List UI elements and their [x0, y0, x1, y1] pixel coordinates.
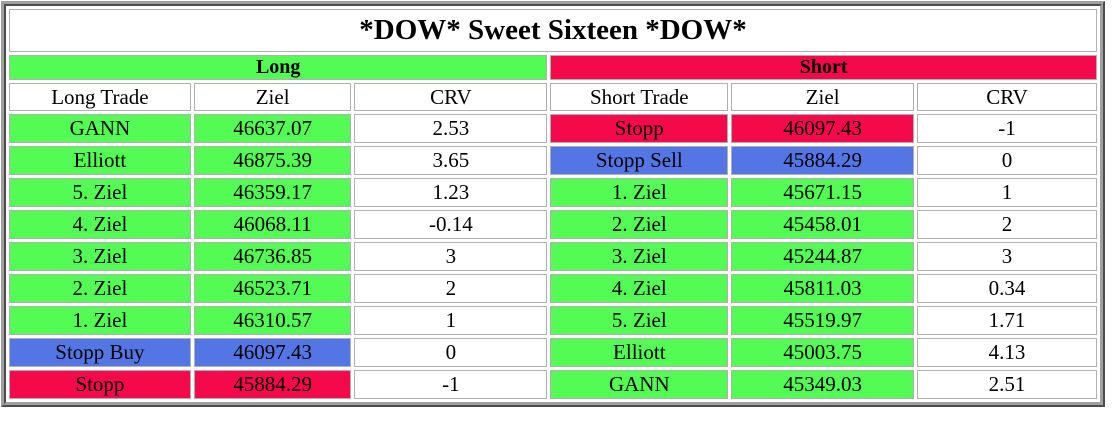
long-crv-cell: 2: [354, 274, 548, 303]
short-crv-cell: 1.71: [917, 306, 1097, 335]
short-crv-column-header: CRV: [917, 83, 1097, 111]
short-ziel-cell: 45519.97: [731, 306, 915, 335]
long-ziel-cell: 46637.07: [193, 114, 352, 143]
long-crv-cell: 2.53: [354, 114, 548, 143]
short-ziel-cell: 45671.15: [731, 178, 915, 207]
short-crv-cell: -1: [917, 114, 1097, 143]
long-crv-cell: 1.23: [354, 178, 548, 207]
table-row: Stopp Buy 46097.43 0 Elliott 45003.75 4.13: [9, 338, 1097, 367]
long-crv-column-header: CRV: [354, 83, 548, 111]
long-crv-cell: 0: [354, 338, 548, 367]
section-header-row: Long Short: [9, 55, 1097, 80]
short-crv-cell: 3: [917, 242, 1097, 271]
short-crv-cell: 2: [917, 210, 1097, 239]
short-crv-cell: 4.13: [917, 338, 1097, 367]
table-row: 2. Ziel 46523.71 2 4. Ziel 45811.03 0.34: [9, 274, 1097, 303]
short-ziel-cell: 45458.01: [731, 210, 915, 239]
short-ziel-cell: 45884.29: [731, 146, 915, 175]
short-crv-cell: 0.34: [917, 274, 1097, 303]
short-ziel-cell: 45244.87: [731, 242, 915, 271]
short-crv-cell: 1: [917, 178, 1097, 207]
long-crv-cell: -1: [354, 370, 548, 399]
long-ziel-cell: 46068.11: [193, 210, 352, 239]
table-row: Elliott 46875.39 3.65 Stopp Sell 45884.29 0: [9, 146, 1097, 175]
short-trade-cell: 5. Ziel: [550, 306, 729, 335]
table-row: GANN 46637.07 2.53 Stopp 46097.43 -1: [9, 114, 1097, 143]
long-crv-cell: 1: [354, 306, 548, 335]
short-trade-cell: 4. Ziel: [550, 274, 729, 303]
table-row: 1. Ziel 46310.57 1 5. Ziel 45519.97 1.71: [9, 306, 1097, 335]
short-trade-cell: GANN: [550, 370, 729, 399]
long-ziel-cell: 46736.85: [193, 242, 352, 271]
long-trade-column-header: Long Trade: [9, 83, 191, 111]
long-trade-cell: 4. Ziel: [9, 210, 191, 239]
long-ziel-cell: 46875.39: [193, 146, 352, 175]
long-trade-cell: 3. Ziel: [9, 242, 191, 271]
table-row: 3. Ziel 46736.85 3 3. Ziel 45244.87 3: [9, 242, 1097, 271]
long-trade-cell: Stopp: [9, 370, 191, 399]
long-trade-cell: Stopp Buy: [9, 338, 191, 367]
long-trade-cell: Elliott: [9, 146, 191, 175]
title-row: *DOW* Sweet Sixteen *DOW*: [9, 9, 1097, 52]
short-trade-column-header: Short Trade: [550, 83, 729, 111]
long-crv-cell: 3: [354, 242, 548, 271]
column-header-row: Long Trade Ziel CRV Short Trade Ziel CRV: [9, 83, 1097, 111]
long-ziel-column-header: Ziel: [193, 83, 352, 111]
short-trade-cell: 3. Ziel: [550, 242, 729, 271]
dow-sweet-sixteen-table: *DOW* Sweet Sixteen *DOW* Long Short Lon…: [1, 1, 1105, 407]
short-crv-cell: 0: [917, 146, 1097, 175]
short-trade-cell: 1. Ziel: [550, 178, 729, 207]
short-ziel-cell: 45003.75: [731, 338, 915, 367]
long-crv-cell: -0.14: [354, 210, 548, 239]
short-trade-cell: Stopp Sell: [550, 146, 729, 175]
short-section-header: Short: [550, 55, 1097, 80]
page-title: *DOW* Sweet Sixteen *DOW*: [9, 9, 1097, 52]
short-trade-cell: 2. Ziel: [550, 210, 729, 239]
long-trade-cell: 2. Ziel: [9, 274, 191, 303]
long-ziel-cell: 45884.29: [193, 370, 352, 399]
short-ziel-cell: 45349.03: [731, 370, 915, 399]
long-trade-cell: GANN: [9, 114, 191, 143]
long-ziel-cell: 46523.71: [193, 274, 352, 303]
short-crv-cell: 2.51: [917, 370, 1097, 399]
short-trade-cell: Elliott: [550, 338, 729, 367]
short-trade-cell: Stopp: [550, 114, 729, 143]
long-trade-cell: 5. Ziel: [9, 178, 191, 207]
short-ziel-column-header: Ziel: [731, 83, 915, 111]
short-ziel-cell: 46097.43: [731, 114, 915, 143]
table-row: 4. Ziel 46068.11 -0.14 2. Ziel 45458.01 2: [9, 210, 1097, 239]
long-ziel-cell: 46359.17: [193, 178, 352, 207]
table-row: 5. Ziel 46359.17 1.23 1. Ziel 45671.15 1: [9, 178, 1097, 207]
long-trade-cell: 1. Ziel: [9, 306, 191, 335]
long-crv-cell: 3.65: [354, 146, 548, 175]
short-ziel-cell: 45811.03: [731, 274, 915, 303]
long-ziel-cell: 46097.43: [193, 338, 352, 367]
long-ziel-cell: 46310.57: [193, 306, 352, 335]
long-section-header: Long: [9, 55, 548, 80]
table-row: Stopp 45884.29 -1 GANN 45349.03 2.51: [9, 370, 1097, 399]
